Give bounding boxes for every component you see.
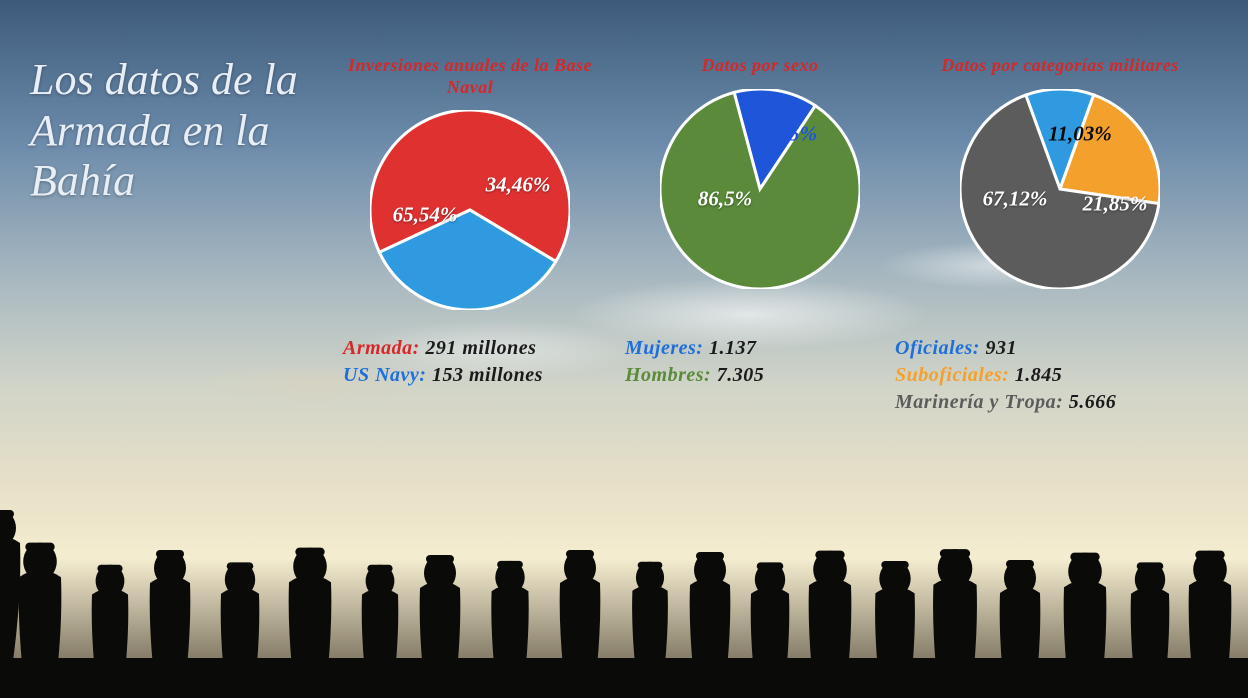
chart-title: Datos por categorías militares (920, 55, 1200, 77)
slice-label: 11,03% (1048, 121, 1112, 146)
legend-sexo: Mujeres: 1.137Hombres: 7.305 (625, 335, 764, 389)
legend-key: Armada: (343, 337, 420, 359)
legend-key: Oficiales: (895, 337, 980, 359)
chart-title: Inversiones anuales de la Base Naval (340, 55, 600, 98)
chart-title: Datos por sexo (640, 55, 880, 77)
chart-inversiones: Inversiones anuales de la Base Naval 65,… (340, 55, 600, 315)
legend-row: US Navy: 153 millones (343, 362, 543, 389)
chart-categorias: Datos por categorías militares 11,03% 21,… (920, 55, 1200, 294)
legend-key: Mujeres: (625, 337, 703, 359)
slice-label: 34,46% (486, 173, 551, 198)
pie-chart: 13,5% 86,5% (660, 89, 860, 289)
legend-key: Marinería y Tropa: (895, 391, 1063, 413)
legend-row: Suboficiales: 1.845 (895, 362, 1116, 389)
legend-categorias: Oficiales: 931Suboficiales: 1.845Mariner… (895, 335, 1116, 416)
legend-key: Suboficiales: (895, 364, 1009, 386)
slice-label: 86,5% (698, 186, 752, 211)
slice-label: 65,54% (393, 203, 458, 228)
slice-label: 67,12% (983, 186, 1048, 211)
slice-label: 21,85% (1083, 191, 1148, 216)
legend-value: 7.305 (711, 364, 764, 386)
legend-row: Oficiales: 931 (895, 335, 1116, 362)
legend-key: US Navy: (343, 364, 426, 386)
legend-inversiones: Armada: 291 millonesUS Navy: 153 millone… (343, 335, 543, 389)
legend-value: 153 millones (426, 364, 543, 386)
legend-value: 1.845 (1009, 364, 1062, 386)
pie-chart: 65,54% 34,46% (370, 110, 570, 310)
legend-row: Hombres: 7.305 (625, 362, 764, 389)
legend-value: 931 (980, 337, 1017, 359)
legend-row: Mujeres: 1.137 (625, 335, 764, 362)
legend-value: 291 millones (420, 337, 537, 359)
legend-row: Armada: 291 millones (343, 335, 543, 362)
slice-label: 13,5% (763, 121, 817, 146)
silhouette-crowd (0, 458, 1248, 698)
legend-value: 5.666 (1063, 391, 1116, 413)
legend-row: Marinería y Tropa: 5.666 (895, 389, 1116, 416)
legend-value: 1.137 (703, 337, 756, 359)
pie-chart: 11,03% 21,85% 67,12% (960, 89, 1160, 289)
page-title: Los datos de la Armada en la Bahía (30, 55, 300, 207)
legend-key: Hombres: (625, 364, 711, 386)
chart-sexo: Datos por sexo 13,5% 86,5% (640, 55, 880, 294)
